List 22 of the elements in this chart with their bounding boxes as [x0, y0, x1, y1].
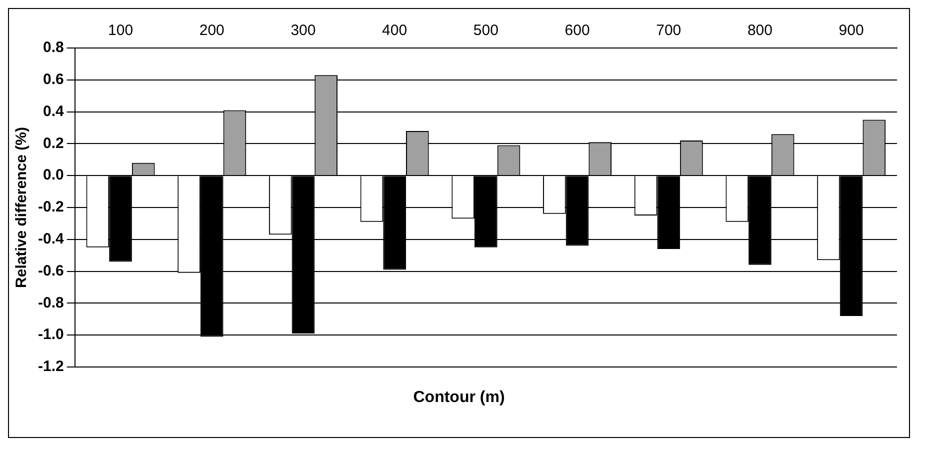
- x-tick-label: 300: [290, 22, 316, 40]
- x-tick-label: 400: [382, 22, 408, 40]
- x-tick-label: 800: [747, 22, 772, 40]
- y-tick-label: -0.8: [38, 294, 64, 312]
- x-tick-label: 900: [838, 22, 864, 40]
- y-tick-label: -1.0: [38, 326, 64, 344]
- x-tick-label: 500: [473, 22, 498, 40]
- y-tick-label: -0.2: [38, 198, 64, 216]
- y-tick-label: -0.6: [38, 262, 64, 280]
- x-tick-label: 100: [108, 22, 134, 40]
- y-tick-label: 0.4: [42, 102, 64, 120]
- x-tick-label: 700: [656, 22, 682, 40]
- y-tick-label: 0.0: [42, 166, 64, 184]
- y-tick-label: -0.4: [38, 230, 64, 248]
- x-tick-label: 200: [199, 22, 224, 40]
- y-tick-label: 0.8: [42, 39, 64, 56]
- x-tick-label: 600: [564, 22, 590, 40]
- y-tick-label: 0.6: [42, 71, 64, 88]
- y-tick-label: 0.2: [42, 134, 64, 152]
- x-axis-title: Contour (m): [412, 388, 506, 408]
- y-tick-label: -1.2: [38, 358, 64, 376]
- y-axis-title: Relative difference (%): [13, 127, 30, 288]
